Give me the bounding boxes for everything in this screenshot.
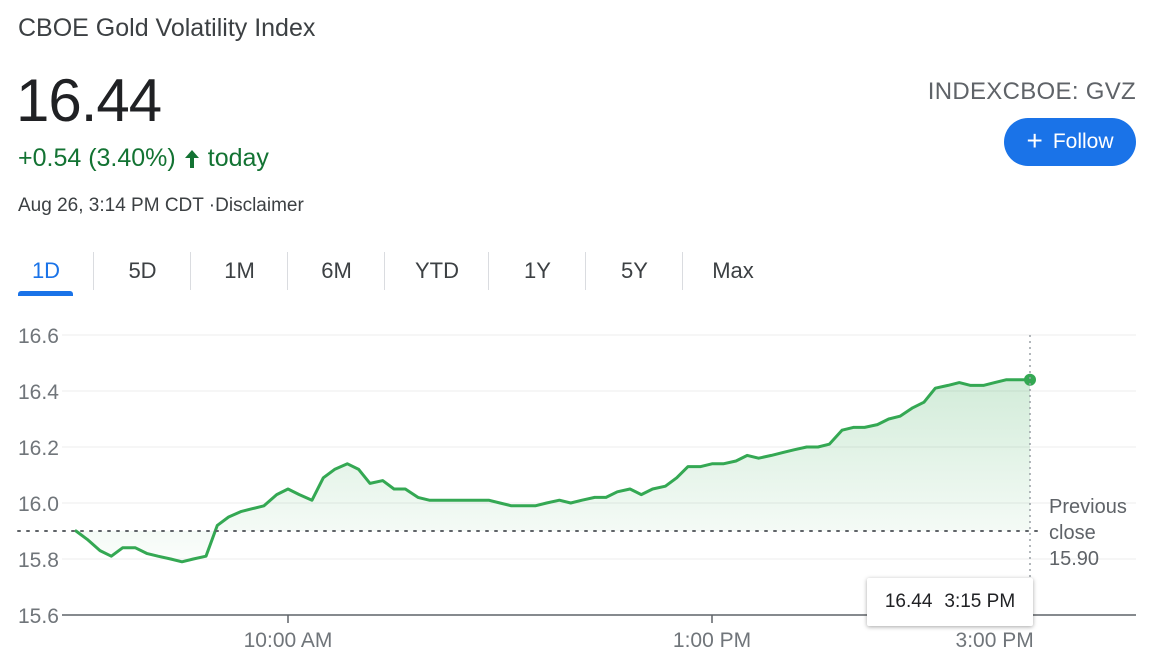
tab-6m[interactable]: 6M [321,258,352,283]
current-point-marker [1024,373,1036,386]
y-tick-label: 15.6 [18,605,59,628]
x-tick-label: 3:00 PM [956,629,1034,652]
tooltip-time: 3:15 PM [944,591,1016,612]
disclaimer-link[interactable]: Disclaimer [215,195,304,216]
tab-divider [287,252,288,290]
hover-tooltip: 16.44 3:15 PM [867,578,1033,626]
tab-ytd[interactable]: YTD [415,258,459,283]
y-tick-label: 16.4 [18,381,59,404]
current-price: 16.44 [16,67,162,134]
timestamp-text: Aug 26, 3:14 PM CDT · [18,195,216,216]
tooltip-value: 16.44 [884,591,933,612]
active-tab-indicator [18,291,73,296]
change-value: +0.54 (3.40%) [18,144,176,172]
tab-divider [488,252,489,290]
tab-5d[interactable]: 5D [128,258,157,283]
x-tick-label: 10:00 AM [244,629,333,652]
tab-divider [585,252,586,290]
follow-label: Follow [1052,130,1114,153]
follow-button[interactable]: + Follow [1004,118,1136,166]
x-tick-label: 1:00 PM [673,629,751,652]
plus-icon: + [1026,124,1043,156]
tab-divider [93,252,94,290]
tab-divider [384,252,385,290]
tab-max[interactable]: Max [712,258,754,283]
price-change: +0.54 (3.40%) today [18,144,269,173]
change-suffix: today [207,144,269,172]
previous-close-text-1: Previous [1049,496,1127,518]
time-range-tabs: 1D 5D 1M 6M YTD 1Y 5Y Max [0,248,780,298]
y-tick-label: 16.6 [18,325,59,348]
tab-divider [190,252,191,290]
previous-close-text-2: close [1049,522,1096,544]
previous-close-value: 15.90 [1049,548,1100,570]
timestamp: Aug 26, 3:14 PM CDT ·Disclaimer [18,195,304,217]
tab-1d[interactable]: 1D [31,258,61,283]
price-chart[interactable]: 15.6 15.8 16.0 16.2 16.4 16.6 10:00 AM 1:00 PM 3… [0,300,1160,666]
y-tick-label: 15.8 [18,549,59,572]
price-area [76,379,1030,562]
previous-close-label: Previous close 15.90 [1049,494,1127,572]
arrow-up-icon [184,149,199,168]
tab-divider [682,252,683,290]
page-title: CBOE Gold Volatility Index [18,14,316,42]
y-tick-label: 16.0 [18,493,59,516]
ticker-symbol: INDEXCBOE: GVZ [927,78,1136,105]
price-line [74,378,1032,564]
tab-1y[interactable]: 1Y [524,258,551,283]
y-tick-label: 16.2 [18,437,59,460]
tab-1m[interactable]: 1M [224,258,255,283]
tab-5y[interactable]: 5Y [621,258,648,283]
